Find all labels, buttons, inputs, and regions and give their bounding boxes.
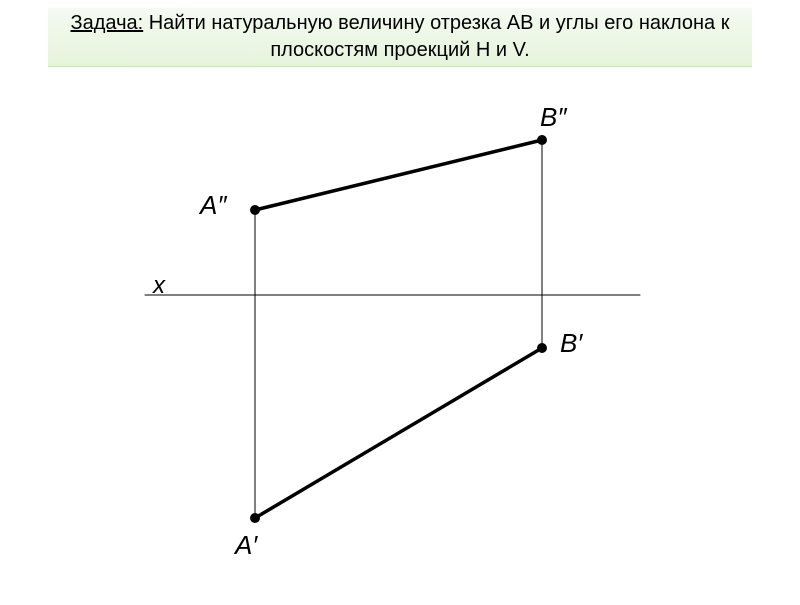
task-text: Найти натуральную величину отрезка АВ и … xyxy=(143,12,729,61)
label-A2: A″ xyxy=(200,190,227,221)
task-word: Задача: xyxy=(71,12,144,34)
task-header: Задача: Найти натуральную величину отрез… xyxy=(48,8,752,67)
diagram-svg xyxy=(0,70,800,600)
diagram-area: x A″ B″ B′ A′ xyxy=(0,70,800,600)
label-A1: A′ xyxy=(235,530,257,561)
axis-x-label: x xyxy=(153,272,165,300)
label-B1: B′ xyxy=(560,328,582,359)
label-B2: B″ xyxy=(540,102,567,133)
